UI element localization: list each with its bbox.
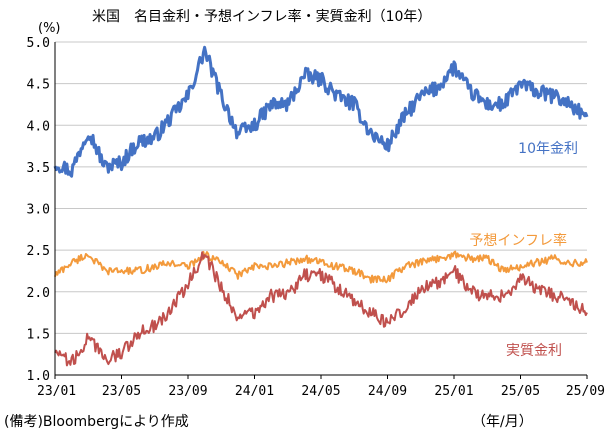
x-axis-unit: （年/月） [472,414,533,430]
source-note: (備考)Bloombergにより作成 [4,414,189,430]
x-tick-label: 25/01 [434,384,473,399]
x-tick-label: 24/01 [235,384,274,399]
x-tick-label: 24/05 [301,384,340,399]
y-tick-labels: 1.0 1.5 2.0 2.5 3.0 3.5 4.0 4.5 5.0 [27,36,50,384]
series-line [54,251,588,367]
y-tick-label: 2.5 [27,244,50,259]
x-tick-label: 23/05 [102,384,141,399]
series-lines [53,45,589,367]
y-tick-label: 4.5 [27,78,50,93]
y-axis-unit: (%) [38,21,61,36]
series-label: 実質金利 [506,343,562,359]
x-tick-labels: 23/01 23/05 23/09 24/01 24/05 24/09 25/01 25/05… [37,384,605,399]
x-tick-label: 25/09 [566,384,605,399]
x-tick-label: 25/05 [501,384,540,399]
x-tick-label: 24/09 [368,384,407,399]
x-tick-label: 23/01 [37,384,76,399]
y-tick-label: 5.0 [27,36,50,51]
series-line [53,45,589,178]
y-tick-label: 1.0 [27,369,50,384]
x-tick-label: 23/09 [168,384,207,399]
series-label: 予想インフレ率 [469,232,567,249]
series-line [54,250,588,284]
y-tick-label: 3.0 [27,203,50,218]
y-tick-label: 4.0 [27,119,50,134]
axes [54,42,588,379]
chart-title: 米国 名目金利・予想インフレ率・実質金利（10年） [92,9,432,25]
y-tick-label: 3.5 [27,161,50,176]
series-label: 10年金利 [518,141,578,157]
y-tick-label: 1.5 [27,327,50,342]
y-tick-label: 2.0 [27,286,50,301]
